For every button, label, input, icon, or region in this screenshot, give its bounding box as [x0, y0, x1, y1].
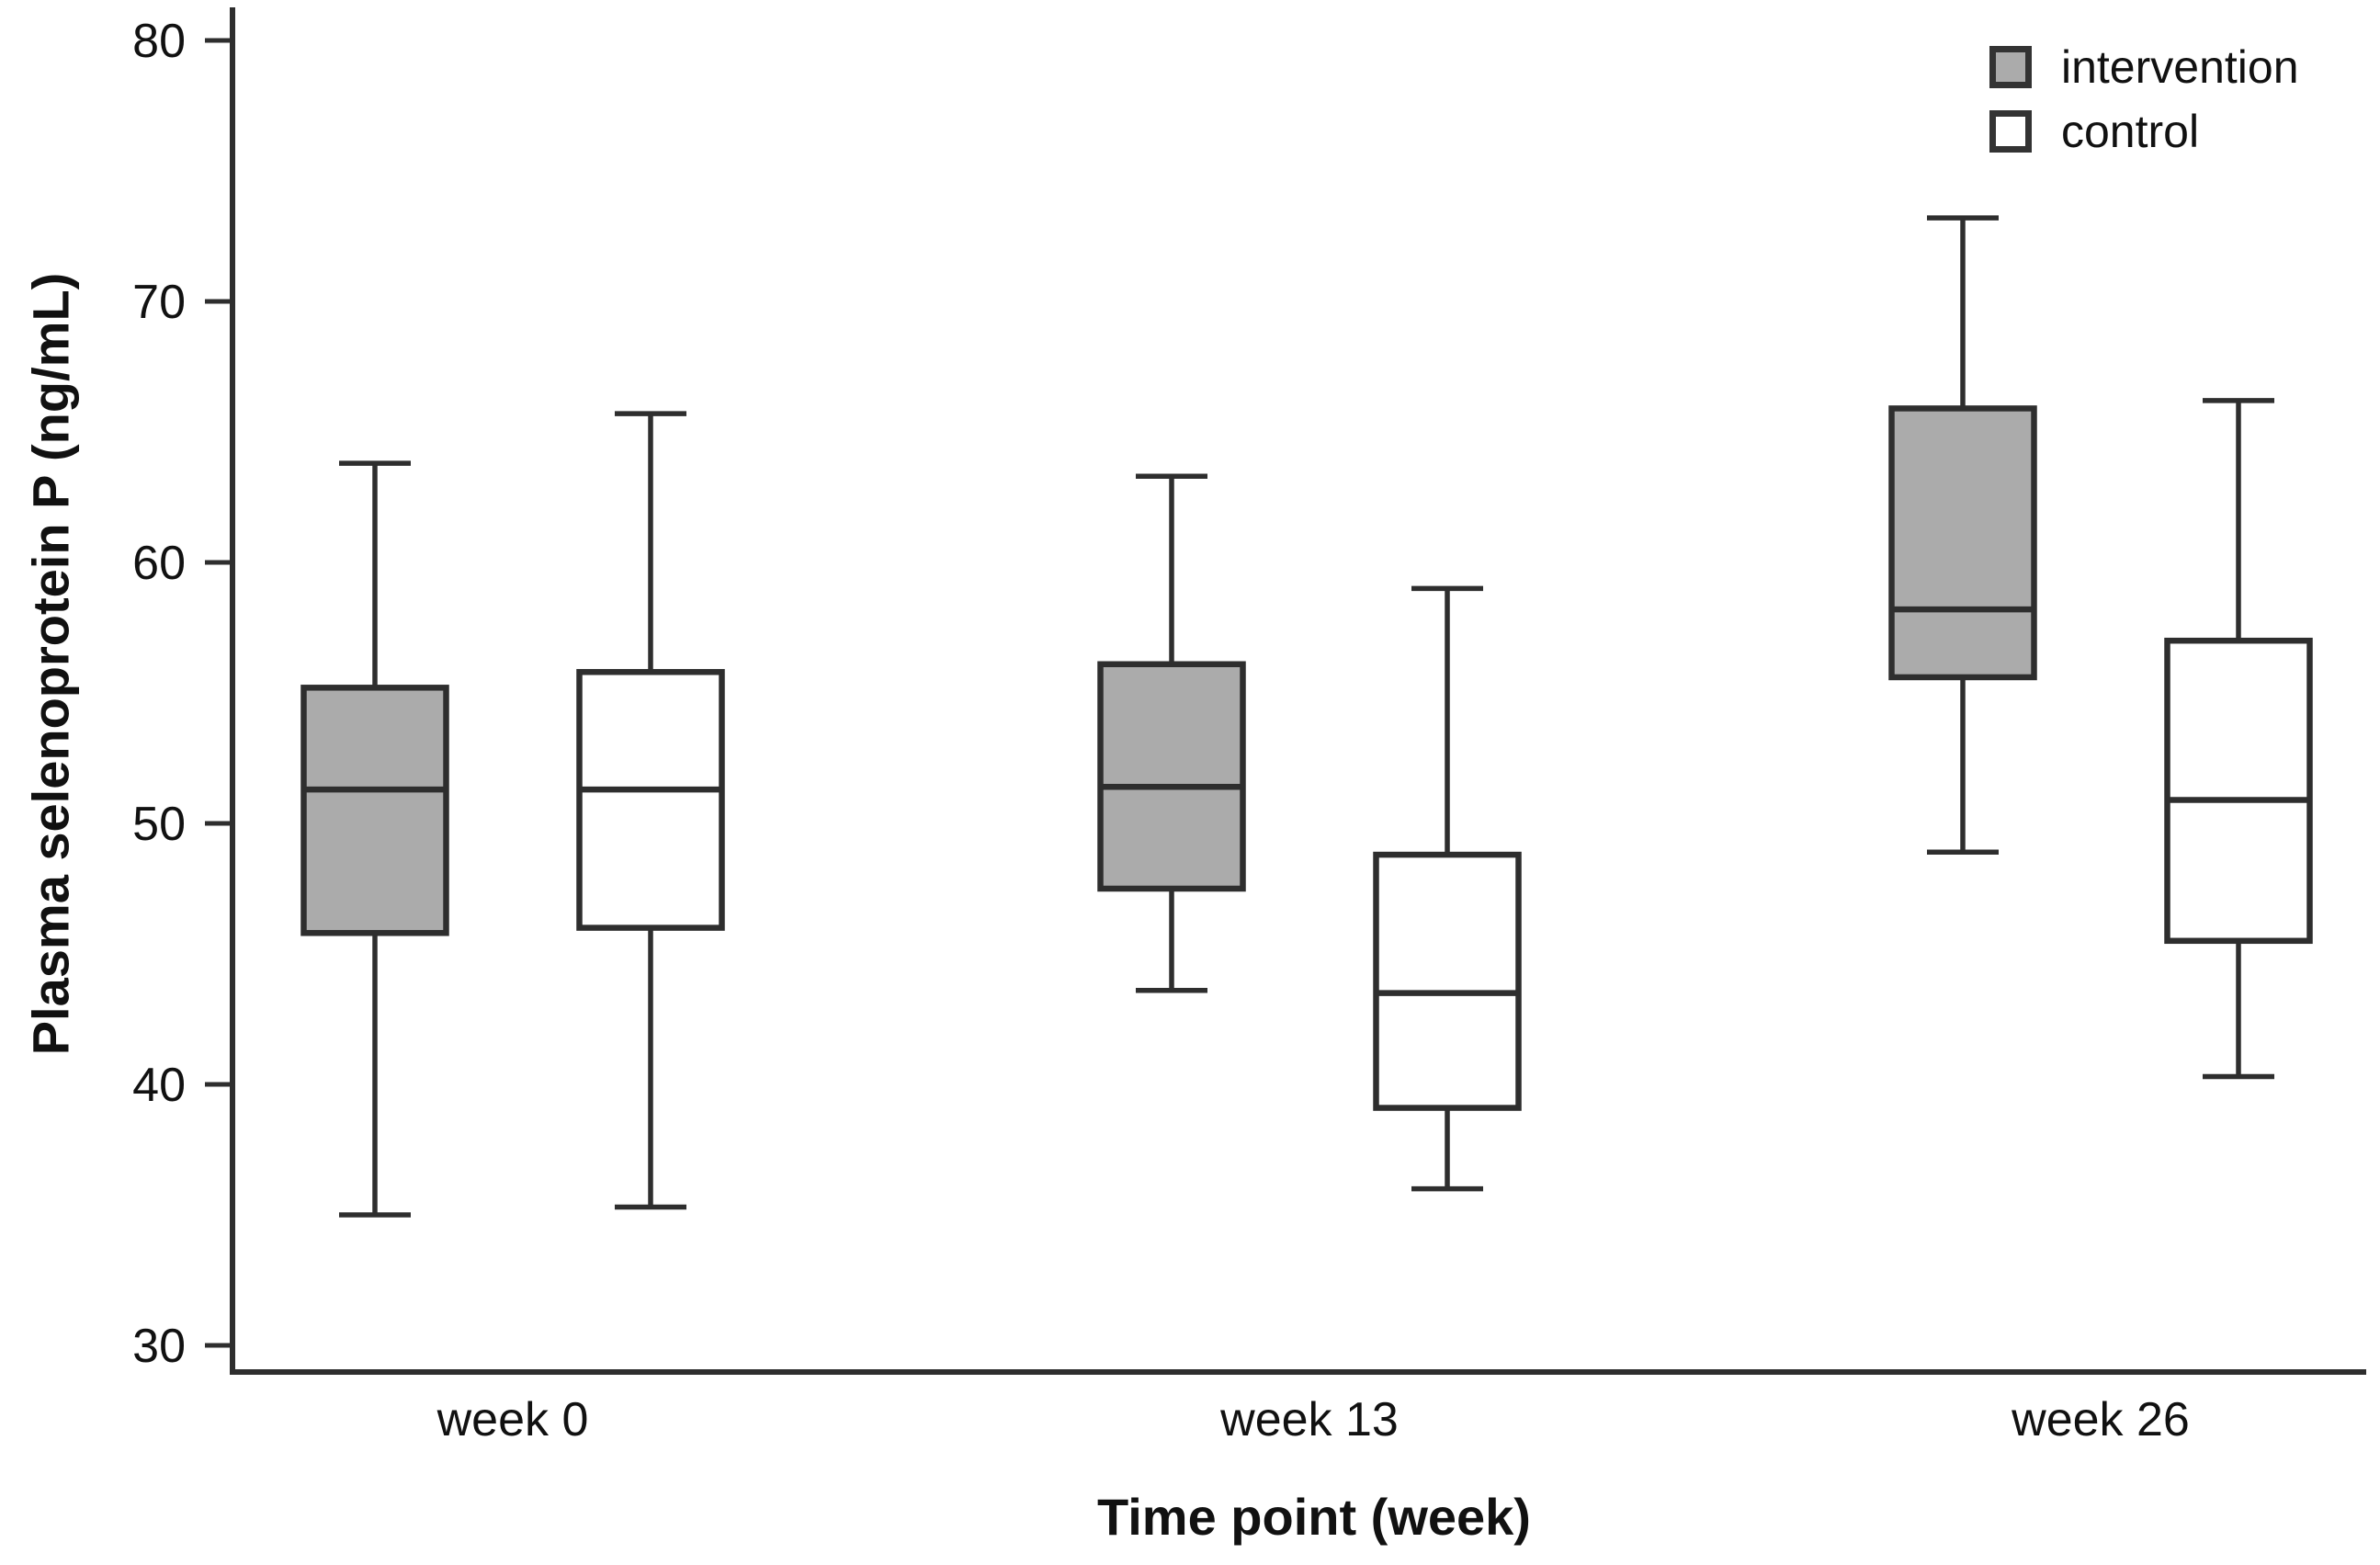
y-tick-label-30: 30 — [132, 1320, 186, 1373]
y-tick-label-60: 60 — [132, 537, 186, 590]
control-swatch-icon — [1989, 110, 2032, 153]
y-tick-label-50: 50 — [132, 798, 186, 851]
y-tick-label-40: 40 — [132, 1059, 186, 1112]
x-category-label-week-26: week 26 — [2011, 1393, 2190, 1446]
legend-label-intervention: intervention — [2061, 41, 2299, 93]
y-axis-title: Plasma selenoprotein P (ng/mL) — [21, 272, 80, 1056]
y-tick-label-70: 70 — [132, 276, 186, 329]
box-control-week-13 — [1373, 851, 1522, 1111]
intervention-swatch-icon — [1989, 46, 2032, 88]
legend: intervention control — [1989, 44, 2299, 154]
box-intervention-week-26 — [1888, 405, 2037, 681]
box-intervention-week-13 — [1097, 661, 1246, 892]
y-tick-label-80: 80 — [132, 15, 186, 68]
x-axis-title: Time point (week) — [1097, 1488, 1531, 1546]
x-category-label-week-13: week 13 — [1219, 1393, 1399, 1446]
box-intervention-week-0 — [300, 685, 449, 936]
legend-item-intervention: intervention — [1989, 44, 2299, 90]
legend-item-control: control — [1989, 108, 2299, 154]
legend-label-control: control — [2061, 106, 2200, 157]
x-category-label-week-0: week 0 — [436, 1393, 589, 1446]
box-control-week-26 — [2164, 637, 2313, 945]
box-control-week-0 — [576, 669, 725, 931]
